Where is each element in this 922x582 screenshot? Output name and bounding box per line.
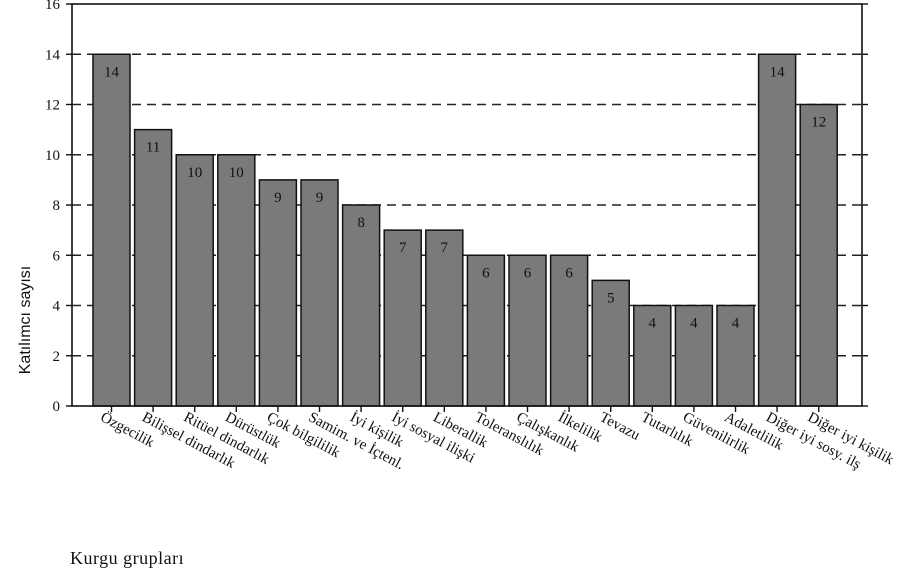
bar-value-label: 4 xyxy=(649,316,657,332)
value-labels: 14 11 10 10 9 9 8 7 7 6 6 6 5 4 4 4 14 12 xyxy=(104,64,826,331)
y-tick-label: 0 xyxy=(53,399,61,415)
y-tick-label: 6 xyxy=(53,248,61,264)
y-tick-label: 4 xyxy=(53,299,61,315)
bar xyxy=(175,154,214,407)
bar-value-label: 6 xyxy=(524,265,532,281)
bar-value-label: 5 xyxy=(607,290,615,306)
bar xyxy=(92,53,131,407)
bars xyxy=(92,53,838,407)
bar-value-label: 6 xyxy=(482,265,490,281)
bar xyxy=(466,254,506,407)
bar-value-label: 11 xyxy=(146,140,160,156)
y-tick-label: 12 xyxy=(45,98,60,114)
bar xyxy=(716,304,755,407)
bar xyxy=(799,103,838,407)
bar-value-label: 7 xyxy=(399,240,407,256)
bar-value-label: 6 xyxy=(565,265,573,281)
bar-value-label: 7 xyxy=(441,240,449,256)
y-tick-label: 14 xyxy=(45,47,61,63)
bar-value-label: 14 xyxy=(770,64,786,80)
bar xyxy=(508,254,547,407)
bar xyxy=(300,179,339,407)
y-tick-label: 2 xyxy=(53,349,61,365)
y-tick-label: 10 xyxy=(45,148,60,164)
bar xyxy=(674,304,714,407)
bar xyxy=(425,229,464,407)
bar-value-label: 8 xyxy=(357,215,365,231)
y-tick-labels: 0 2 4 6 8 10 12 14 16 xyxy=(45,0,61,415)
y-tick-label: 8 xyxy=(53,198,61,214)
x-tick-label: Tevazu xyxy=(597,409,643,444)
x-axis-label: Kurgu grupları xyxy=(70,548,185,568)
bar-value-label: 10 xyxy=(229,165,244,181)
bar xyxy=(757,53,797,407)
axes xyxy=(66,3,868,412)
bar-value-label: 9 xyxy=(274,190,282,206)
bar xyxy=(549,254,589,407)
bar-value-label: 4 xyxy=(690,316,698,332)
bar-value-label: 10 xyxy=(187,165,202,181)
bar xyxy=(633,304,672,407)
bar xyxy=(591,279,630,407)
bar xyxy=(217,154,256,407)
bar-value-label: 9 xyxy=(316,190,324,206)
y-tick-label: 16 xyxy=(45,0,61,13)
bar xyxy=(133,128,173,407)
bar-value-label: 4 xyxy=(732,316,740,332)
bar xyxy=(383,229,422,407)
bar xyxy=(341,204,381,407)
bar-value-label: 14 xyxy=(104,64,120,80)
y-axis-label: Katılımcı sayısı xyxy=(17,266,34,374)
bar-value-label: 12 xyxy=(811,115,826,131)
bar xyxy=(258,179,298,407)
